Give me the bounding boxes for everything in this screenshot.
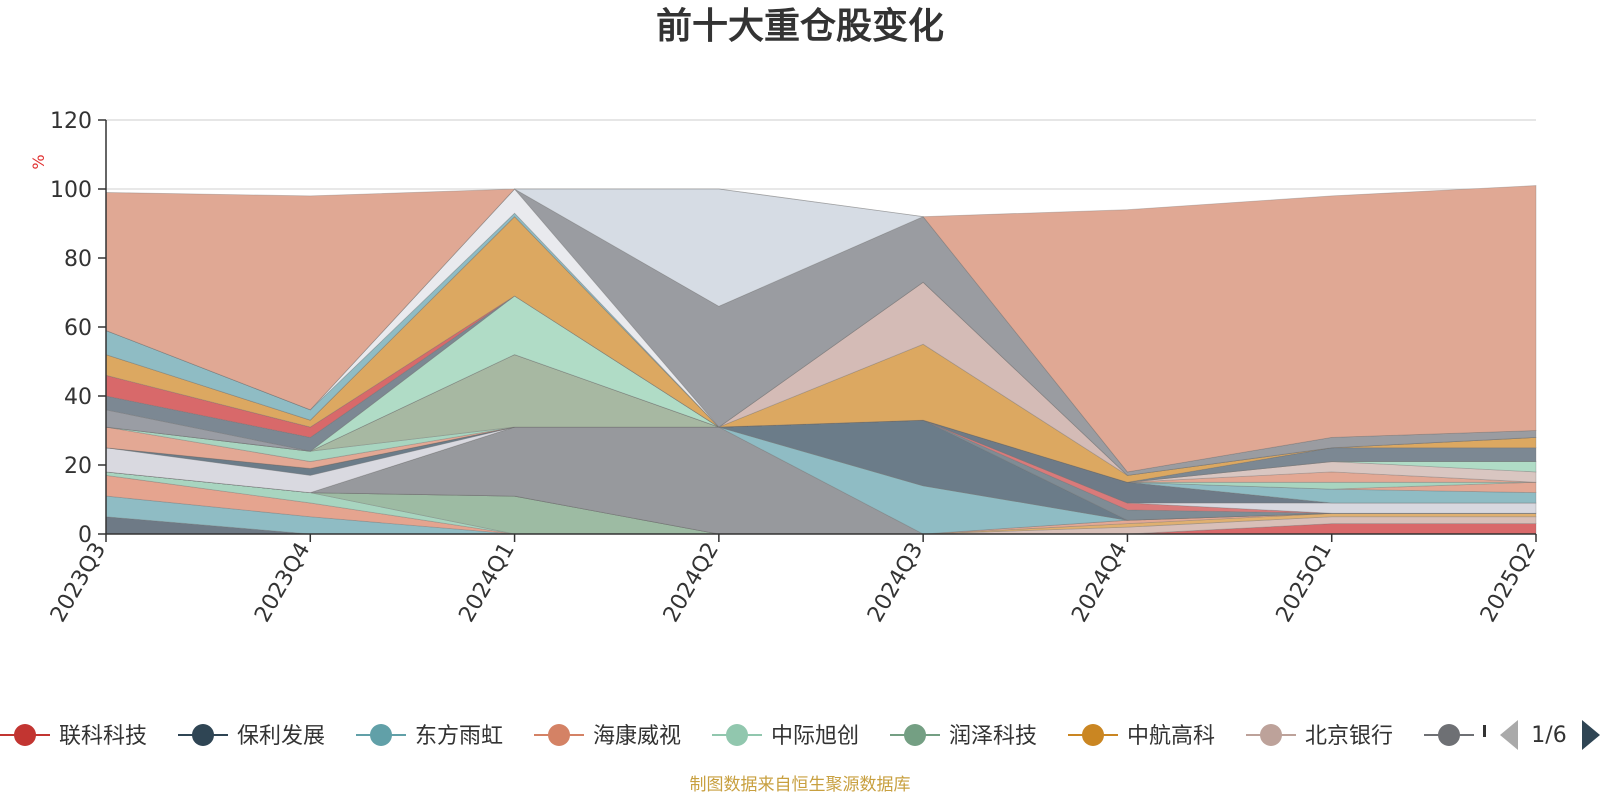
legend-item[interactable]: 联科科技 (0, 724, 147, 749)
y-tick-label: 40 (64, 385, 92, 410)
y-tick-label: 0 (78, 523, 92, 548)
y-tick-label: 120 (50, 109, 92, 134)
area-series-24 (105, 295, 1537, 483)
x-tick-label: 2025Q2 (1476, 539, 1541, 627)
y-tick-label: 60 (64, 316, 92, 341)
area-series-23 (105, 354, 1537, 483)
chart-title: 前十大重仓股变化 (656, 5, 944, 47)
legend: 联科科技 保利发展 东方雨虹 海康威视 中际旭创 润泽科技 中航高科 北京银行 (0, 724, 1486, 749)
legend-marker-icon (1438, 724, 1460, 746)
legend-marker-icon (726, 724, 748, 746)
y-tick-label: 80 (64, 247, 92, 272)
legend-item[interactable]: 东方雨虹 (356, 724, 503, 749)
x-tick-label: 2024Q2 (659, 539, 724, 627)
legend-marker-icon (904, 724, 926, 746)
legend-label: 东方雨虹 (415, 724, 503, 749)
legend-marker-icon (1260, 724, 1282, 746)
area-series-9 (105, 471, 1536, 535)
legend-label: 联科科技 (59, 724, 147, 749)
legend-label: 润泽科技 (949, 724, 1037, 749)
axes (98, 119, 1537, 542)
y-tick-label: 20 (64, 454, 92, 479)
y-tick-labels: 0 20 40 60 80 100 120 (50, 109, 92, 548)
area-series-8 (105, 471, 1537, 535)
x-tick-label: 2024Q4 (1067, 539, 1132, 627)
legend-item[interactable] (1424, 724, 1486, 746)
y-tick-label: 100 (50, 178, 92, 203)
legend-item[interactable]: 中际旭创 (712, 724, 859, 749)
legend-item[interactable]: 保利发展 (178, 724, 325, 749)
area-series-21 (105, 354, 1536, 483)
x-tick-label: 2024Q3 (863, 539, 928, 627)
legend-item[interactable]: 海康威视 (534, 724, 681, 749)
legend-page-indicator: 1/6 (1531, 723, 1566, 748)
legend-marker-icon (370, 724, 392, 746)
area-series-7 (105, 471, 1537, 535)
source-note: 制图数据来自恒生聚源数据库 (690, 775, 911, 795)
x-tick-label: 2024Q1 (454, 539, 519, 627)
legend-label-truncated (1483, 725, 1486, 737)
area-series-34 (105, 185, 1537, 473)
legend-label: 海康威视 (593, 724, 681, 749)
x-tick-label: 2025Q1 (1272, 539, 1337, 627)
legend-label: 北京银行 (1305, 724, 1393, 749)
legend-label: 中际旭创 (771, 724, 859, 749)
x-tick-label: 2023Q3 (46, 539, 111, 627)
area-series-group (105, 185, 1537, 535)
y-axis-unit: % (29, 154, 48, 169)
legend-item[interactable]: 中航高科 (1068, 724, 1215, 749)
legend-marker-icon (14, 724, 36, 746)
legend-pager: 1/6 (1500, 720, 1600, 750)
legend-prev-icon[interactable] (1500, 720, 1518, 750)
legend-label: 中航高科 (1127, 724, 1215, 749)
legend-label: 保利发展 (237, 724, 325, 749)
area-series-32 (105, 188, 1537, 476)
area-series-28 (105, 216, 1537, 483)
x-tick-labels: 2023Q3 2023Q4 2024Q1 2024Q2 2024Q3 2024Q4 2025… (46, 539, 1541, 627)
legend-item[interactable]: 润泽科技 (890, 724, 1037, 749)
legend-marker-icon (192, 724, 214, 746)
legend-marker-icon (548, 724, 570, 746)
legend-next-icon[interactable] (1582, 720, 1600, 750)
legend-marker-icon (1082, 724, 1104, 746)
x-tick-label: 2023Q4 (250, 539, 315, 627)
area-series-6 (105, 471, 1537, 535)
legend-item[interactable]: 北京银行 (1246, 724, 1393, 749)
area-series-26 (105, 295, 1537, 483)
